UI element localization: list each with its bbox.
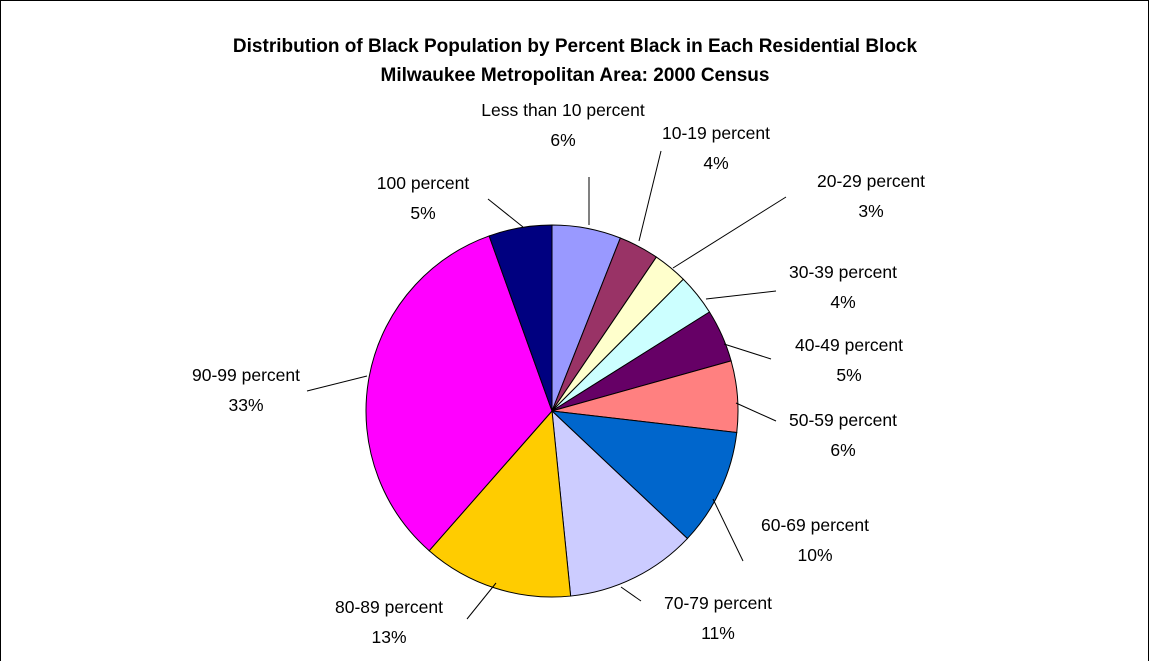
- slice-label-9: 90-99 percent: [192, 365, 300, 385]
- slice-label-5: 50-59 percent: [789, 410, 897, 430]
- slice-percent-7: 11%: [701, 623, 735, 643]
- slice-percent-5: 6%: [830, 440, 855, 460]
- leader-line-6: [712, 498, 744, 562]
- chart-title-line-2: Milwaukee Metropolitan Area: 2000 Census: [381, 65, 770, 86]
- leader-line-1: [638, 150, 662, 242]
- pie-slice-7: [551, 409, 689, 597]
- leader-line-8: [466, 582, 497, 620]
- leader-line-2: [672, 196, 787, 269]
- leader-line-5: [735, 402, 777, 422]
- slice-label-3: 30-39 percent: [789, 262, 897, 282]
- slice-label-1: 10-19 percent: [662, 123, 770, 143]
- slice-percent-3: 4%: [830, 292, 855, 312]
- slice-label-0: Less than 10 percent: [481, 100, 645, 120]
- pie-slice-10: [488, 224, 553, 412]
- slice-label-8: 80-89 percent: [335, 597, 443, 617]
- slice-label-6: 60-69 percent: [761, 515, 869, 535]
- leader-line-9: [306, 375, 368, 392]
- pie-slice-6: [550, 410, 738, 540]
- slice-label-7: 70-79 percent: [664, 593, 772, 613]
- chart-title-line-1: Distribution of Black Population by Perc…: [233, 36, 918, 57]
- slice-label-2: 20-29 percent: [817, 171, 925, 191]
- slice-percent-2: 3%: [858, 201, 883, 221]
- pie-slice-9: [365, 235, 553, 552]
- slice-percent-0: 6%: [550, 130, 575, 150]
- leader-line-7: [620, 586, 642, 602]
- leader-line-10: [487, 198, 524, 228]
- slice-percent-10: 5%: [410, 203, 435, 223]
- slice-percent-4: 5%: [836, 365, 861, 385]
- slice-percent-6: 10%: [797, 545, 832, 565]
- slice-label-4: 40-49 percent: [795, 335, 903, 355]
- slice-percent-1: 4%: [703, 153, 728, 173]
- leader-line-4: [723, 343, 772, 360]
- slice-percent-9: 33%: [228, 395, 263, 415]
- pie-slice-8: [428, 409, 572, 598]
- slice-percent-8: 13%: [371, 627, 406, 647]
- leader-line-3: [705, 290, 777, 300]
- slice-label-10: 100 percent: [377, 173, 470, 193]
